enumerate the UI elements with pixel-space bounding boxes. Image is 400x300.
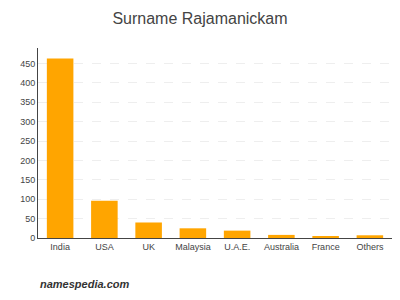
svg-text:namespedia.com: namespedia.com [40,278,129,290]
svg-text:100: 100 [20,194,35,204]
svg-text:0: 0 [30,233,35,243]
svg-text:Others: Others [356,242,384,252]
svg-text:250: 250 [20,136,35,146]
svg-text:UK: UK [142,242,155,252]
svg-text:200: 200 [20,156,35,166]
svg-text:50: 50 [25,214,35,224]
svg-text:Australia: Australia [264,242,299,252]
svg-text:India: India [50,242,70,252]
svg-text:300: 300 [20,117,35,127]
svg-text:350: 350 [20,97,35,107]
svg-text:U.A.E.: U.A.E. [224,242,250,252]
svg-text:400: 400 [20,78,35,88]
svg-text:Malaysia: Malaysia [175,242,211,252]
svg-text:USA: USA [95,242,114,252]
svg-text:450: 450 [20,59,35,69]
svg-text:Surname Rajamanickam: Surname Rajamanickam [112,10,287,27]
svg-text:150: 150 [20,175,35,185]
svg-text:France: France [312,242,340,252]
